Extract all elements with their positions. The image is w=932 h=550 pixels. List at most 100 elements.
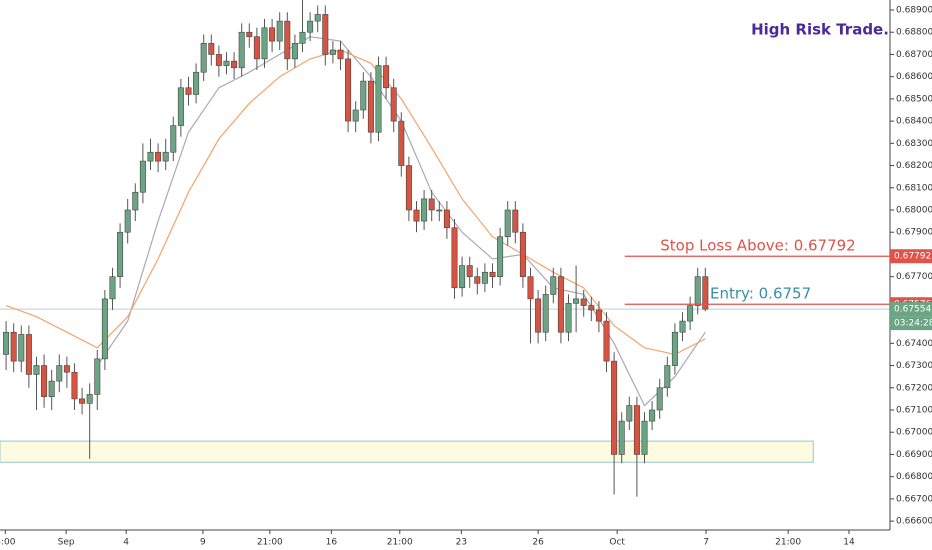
candle-body <box>671 331 678 366</box>
candle-body <box>512 209 519 233</box>
chart-title: High Risk Trade. <box>751 21 889 39</box>
candle-body <box>367 80 374 133</box>
y-tick-label: 0.68800 <box>896 28 932 38</box>
y-tick-label: 0.66800 <box>896 472 932 482</box>
candle-body <box>3 331 10 355</box>
x-tick-label: 21:00 <box>387 538 413 548</box>
price-badge <box>890 302 932 317</box>
candle-body <box>603 320 610 362</box>
candle-body <box>481 271 488 284</box>
candle-body <box>177 87 184 126</box>
candle-body <box>284 20 291 60</box>
candle-body <box>459 265 466 289</box>
x-tick-label: 4 <box>123 538 129 548</box>
candle-body <box>109 276 116 300</box>
candle-body <box>223 60 230 66</box>
candle-body <box>185 87 192 95</box>
candle-body <box>421 198 428 222</box>
candle-body <box>694 276 701 306</box>
x-tick-label: Sep <box>58 538 75 548</box>
y-tick-label: 0.68300 <box>896 139 932 149</box>
candle-body <box>383 65 390 89</box>
candle-body <box>208 43 215 55</box>
x-tick-label: 7 <box>703 538 709 548</box>
candle-body <box>269 27 276 42</box>
y-tick-label: 0.67400 <box>896 339 932 349</box>
candle-body <box>649 409 656 422</box>
candle-body <box>679 320 686 333</box>
y-tick-label: 0.66600 <box>896 517 932 527</box>
y-tick-label: 0.68700 <box>896 50 932 60</box>
y-tick-label: 0.68900 <box>896 6 932 16</box>
y-tick-label: 0.68000 <box>896 206 932 216</box>
candle-body <box>193 71 200 95</box>
candle-body <box>390 87 397 122</box>
candle-body <box>307 20 314 33</box>
candle-body <box>94 358 101 395</box>
candle-body <box>633 405 640 455</box>
y-tick-label: 0.68600 <box>896 72 932 82</box>
candle-body <box>329 49 336 55</box>
y-tick-label: 0.67700 <box>896 272 932 282</box>
candle-body <box>611 360 618 455</box>
candle-body <box>687 305 694 322</box>
y-tick-label: 0.67300 <box>896 361 932 371</box>
support-zone <box>0 440 814 463</box>
candle-body <box>588 305 595 311</box>
level-label: Stop Loss Above: 0.67792 <box>660 237 855 255</box>
candle-body <box>345 58 352 122</box>
candle-body <box>557 276 564 333</box>
candle-body <box>246 31 253 37</box>
candle-body <box>565 303 572 333</box>
candle-body <box>664 365 671 389</box>
countdown-label: 03:24:28 <box>894 319 932 329</box>
candle-body <box>595 309 602 322</box>
candle-body <box>238 31 245 69</box>
candle-body <box>497 236 504 277</box>
y-tick-label: 0.68400 <box>896 117 932 127</box>
candle-body <box>573 298 580 304</box>
candle-body <box>466 265 473 277</box>
candle-body <box>101 298 108 360</box>
candle-body <box>474 276 481 284</box>
candle-body <box>519 231 526 277</box>
candle-body <box>139 160 146 193</box>
candle-body <box>132 191 139 211</box>
candle-body <box>428 198 435 211</box>
x-tick-label: Oct <box>609 538 625 548</box>
candle-body <box>48 380 55 397</box>
plot-area <box>0 0 890 497</box>
y-tick-label: 0.67000 <box>896 428 932 438</box>
candle-body <box>215 54 222 66</box>
y-tick-label: 0.67900 <box>896 228 932 238</box>
candle-body <box>56 365 63 382</box>
candle-body <box>170 125 177 153</box>
x-tick-label: 16 <box>326 538 338 548</box>
x-tick-label: 3:00 <box>0 538 16 548</box>
candle-body <box>322 14 329 55</box>
x-tick-label: 26 <box>532 538 544 548</box>
candle-body <box>261 27 268 60</box>
candle-body <box>10 331 17 362</box>
candle-body <box>231 60 238 69</box>
candle-body <box>405 165 412 211</box>
candle-body <box>79 398 86 404</box>
candle-body <box>147 151 154 162</box>
candle-body <box>527 276 534 300</box>
candle-body <box>443 209 450 229</box>
candle-body <box>117 231 124 277</box>
candle-body <box>25 334 32 375</box>
moving-average <box>5 49 706 356</box>
candle-body <box>489 271 496 277</box>
price-badge-label: 0.67792 <box>894 252 931 262</box>
candle-body <box>291 43 298 60</box>
candle-body <box>535 298 542 333</box>
countdown-badge <box>890 316 932 331</box>
candle-body <box>504 209 511 237</box>
candle-body <box>618 420 625 455</box>
candle-body <box>542 294 549 333</box>
y-tick-label: 0.68500 <box>896 94 932 104</box>
candle-body <box>314 14 321 22</box>
